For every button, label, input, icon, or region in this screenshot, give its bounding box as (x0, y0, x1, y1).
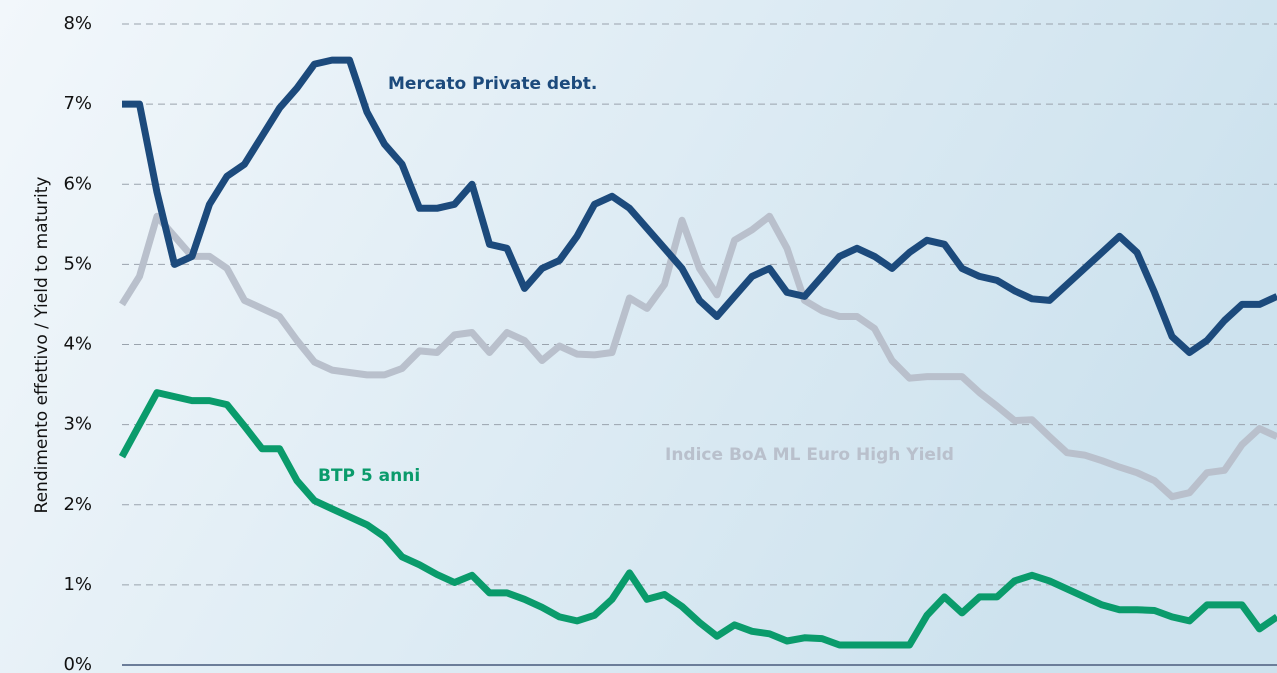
y-tick-label: 1% (63, 574, 92, 595)
series-label: BTP 5 anni (318, 466, 420, 486)
y-axis-title: Rendimento effettivo / Yield to maturity (32, 177, 52, 514)
y-tick-label: 8% (63, 13, 92, 34)
line-series (118, 389, 1277, 649)
y-tick-label: 2% (63, 494, 92, 515)
line-series (119, 212, 1277, 501)
series-label: Mercato Private debt. (388, 74, 597, 94)
y-tick-label: 0% (63, 654, 92, 673)
y-tick-label: 7% (63, 93, 92, 114)
line-series (122, 56, 1277, 356)
y-tick-label: 6% (63, 173, 92, 194)
y-tick-label: 3% (63, 414, 92, 435)
y-tick-label: 5% (63, 253, 92, 274)
series-label: Indice BoA ML Euro High Yield (665, 445, 954, 465)
y-tick-label: 4% (63, 334, 92, 355)
